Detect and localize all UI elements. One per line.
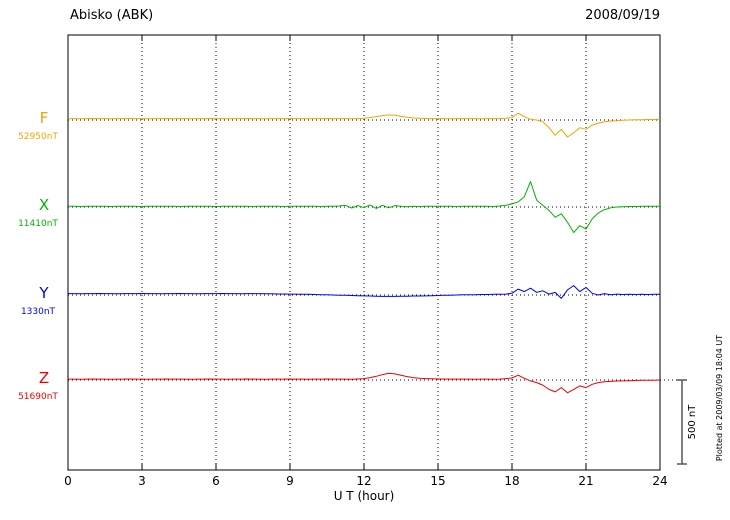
x-tick-label: 21	[578, 474, 593, 488]
x-tick-label: 0	[64, 474, 72, 488]
plot-frame	[67, 34, 661, 471]
x-tick-label: 3	[138, 474, 146, 488]
x-tick-label: 18	[504, 474, 519, 488]
x-tick-label: 6	[212, 474, 220, 488]
series-label-Y: Y	[38, 284, 49, 302]
x-tick-label: 12	[356, 474, 371, 488]
series-value-Y: 1330nT	[21, 307, 56, 317]
trace-F	[68, 112, 661, 138]
station-title: Abisko (ABK)	[70, 8, 154, 23]
x-tick-label: 9	[286, 474, 294, 488]
x-tick-label: 24	[652, 474, 667, 488]
series-label-F: F	[40, 109, 49, 127]
series-label-X: X	[39, 196, 49, 214]
trace-X	[68, 181, 660, 233]
scale-bar-label: 500 nT	[687, 404, 698, 440]
x-axis-label: U T (hour)	[333, 489, 395, 503]
x-tick-label: 15	[430, 474, 445, 488]
trace-Y	[68, 285, 660, 299]
series-value-F: 52950nT	[18, 132, 58, 142]
footer-note: Plotted at 2009/03/09 18:04 UT	[715, 335, 724, 461]
trace-Z	[68, 372, 661, 394]
series-value-Z: 51690nT	[18, 392, 58, 402]
series-value-X: 11410nT	[18, 219, 58, 229]
series-label-Z: Z	[39, 369, 49, 387]
date-label: 2008/09/19	[585, 8, 660, 23]
